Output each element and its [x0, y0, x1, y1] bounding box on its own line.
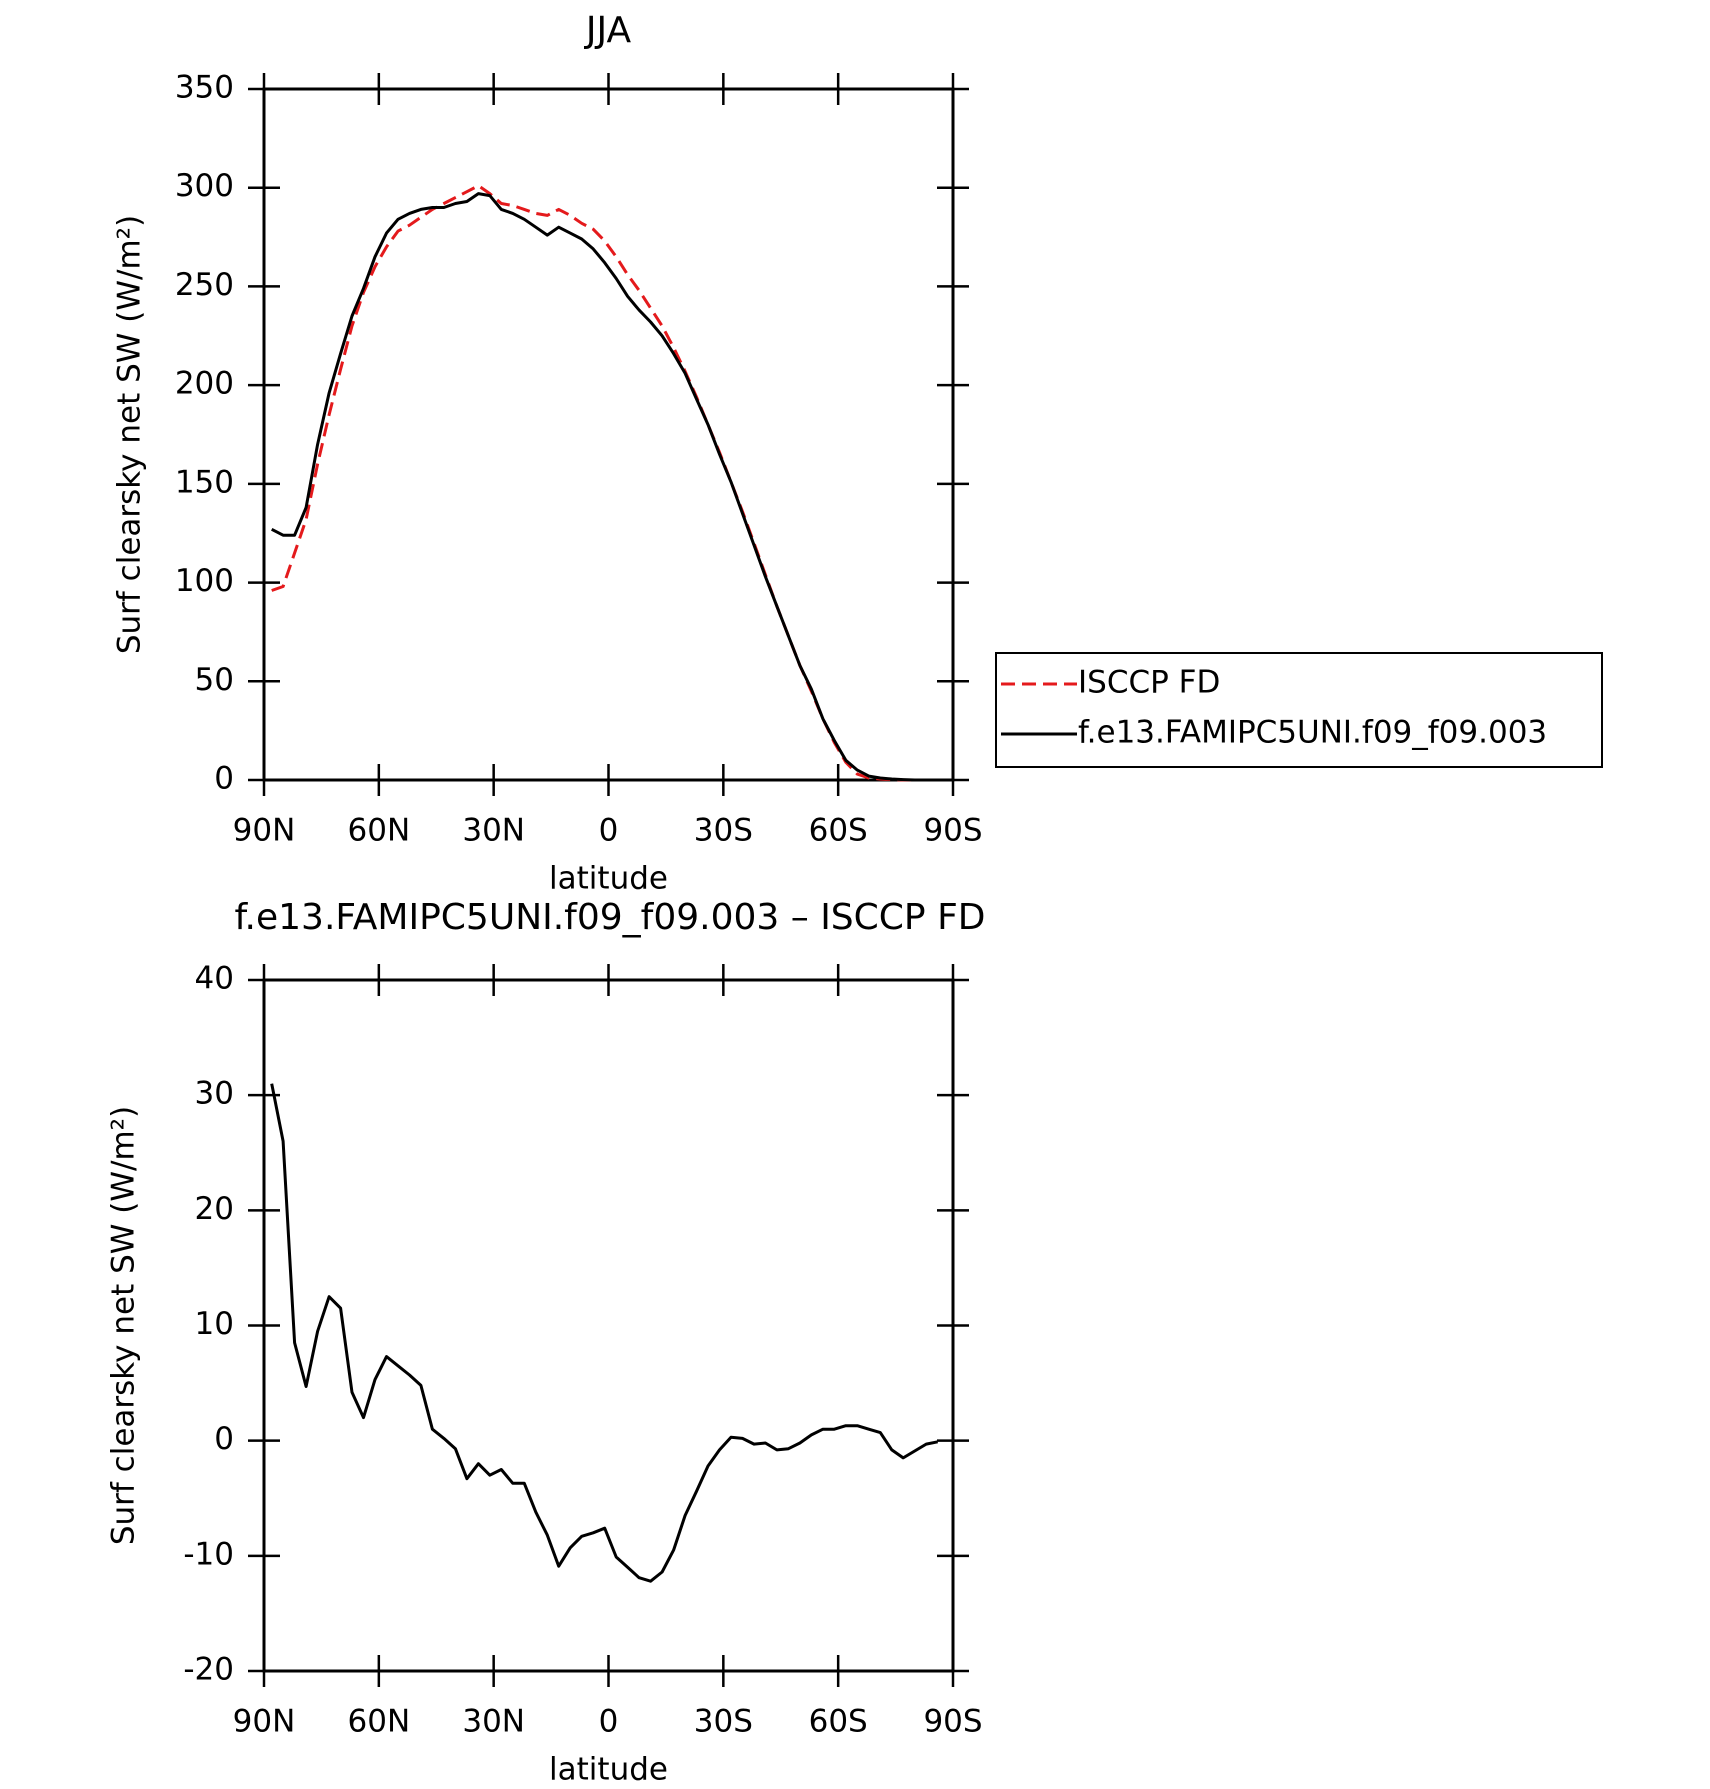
- y-tick-label: 250: [175, 267, 234, 303]
- y-tick-label: 40: [195, 961, 234, 997]
- data-line: [271, 192, 938, 782]
- y-tick-label: 10: [195, 1306, 234, 1342]
- y-tick-label: 0: [214, 1421, 234, 1457]
- x-tick-label: 30S: [694, 813, 753, 849]
- y-tick-label: 0: [214, 761, 234, 797]
- x-tick-label: 30S: [694, 1704, 753, 1740]
- y-axis-label: Surf clearsky net SW (W/m²): [106, 1106, 142, 1545]
- y-axis-label: Surf clearsky net SW (W/m²): [112, 215, 148, 654]
- y-tick-label: 20: [195, 1191, 234, 1227]
- y-tick-label: 300: [175, 168, 234, 204]
- chart-title: JJA: [584, 10, 632, 51]
- x-tick-label: 30N: [462, 813, 525, 849]
- y-tick-label: -20: [183, 1652, 234, 1688]
- y-tick-label: -10: [183, 1536, 234, 1572]
- legend-label: f.e13.FAMIPC5UNI.f09_f09.003: [1078, 715, 1547, 751]
- x-axis-label: latitude: [549, 1752, 668, 1788]
- x-tick-label: 60S: [809, 1704, 868, 1740]
- data-line: [270, 1083, 938, 1583]
- chart-title: f.e13.FAMIPC5UNI.f09_f09.003 – ISCCP FD: [234, 897, 985, 938]
- x-tick-label: 60S: [809, 813, 868, 849]
- plot-frame: [262, 87, 955, 782]
- y-tick-label: 150: [175, 464, 234, 500]
- y-tick-label: 200: [175, 366, 234, 402]
- x-tick-label: 90N: [233, 1704, 296, 1740]
- legend-box: [995, 652, 1603, 768]
- data-line: [271, 184, 938, 782]
- x-tick-label: 0: [599, 813, 619, 849]
- x-axis-label: latitude: [549, 861, 668, 897]
- legend-label: ISCCP FD: [1078, 665, 1220, 701]
- plot-frame: [262, 978, 955, 1673]
- x-tick-label: 60N: [348, 1704, 411, 1740]
- x-tick-label: 90S: [923, 813, 982, 849]
- x-tick-label: 60N: [348, 813, 411, 849]
- x-tick-label: 0: [599, 1704, 619, 1740]
- y-tick-label: 30: [195, 1076, 234, 1112]
- y-tick-label: 50: [195, 662, 234, 698]
- y-tick-label: 350: [175, 70, 234, 106]
- x-tick-label: 30N: [462, 1704, 525, 1740]
- x-tick-label: 90N: [233, 813, 296, 849]
- y-tick-label: 100: [175, 563, 234, 599]
- x-tick-label: 90S: [923, 1704, 982, 1740]
